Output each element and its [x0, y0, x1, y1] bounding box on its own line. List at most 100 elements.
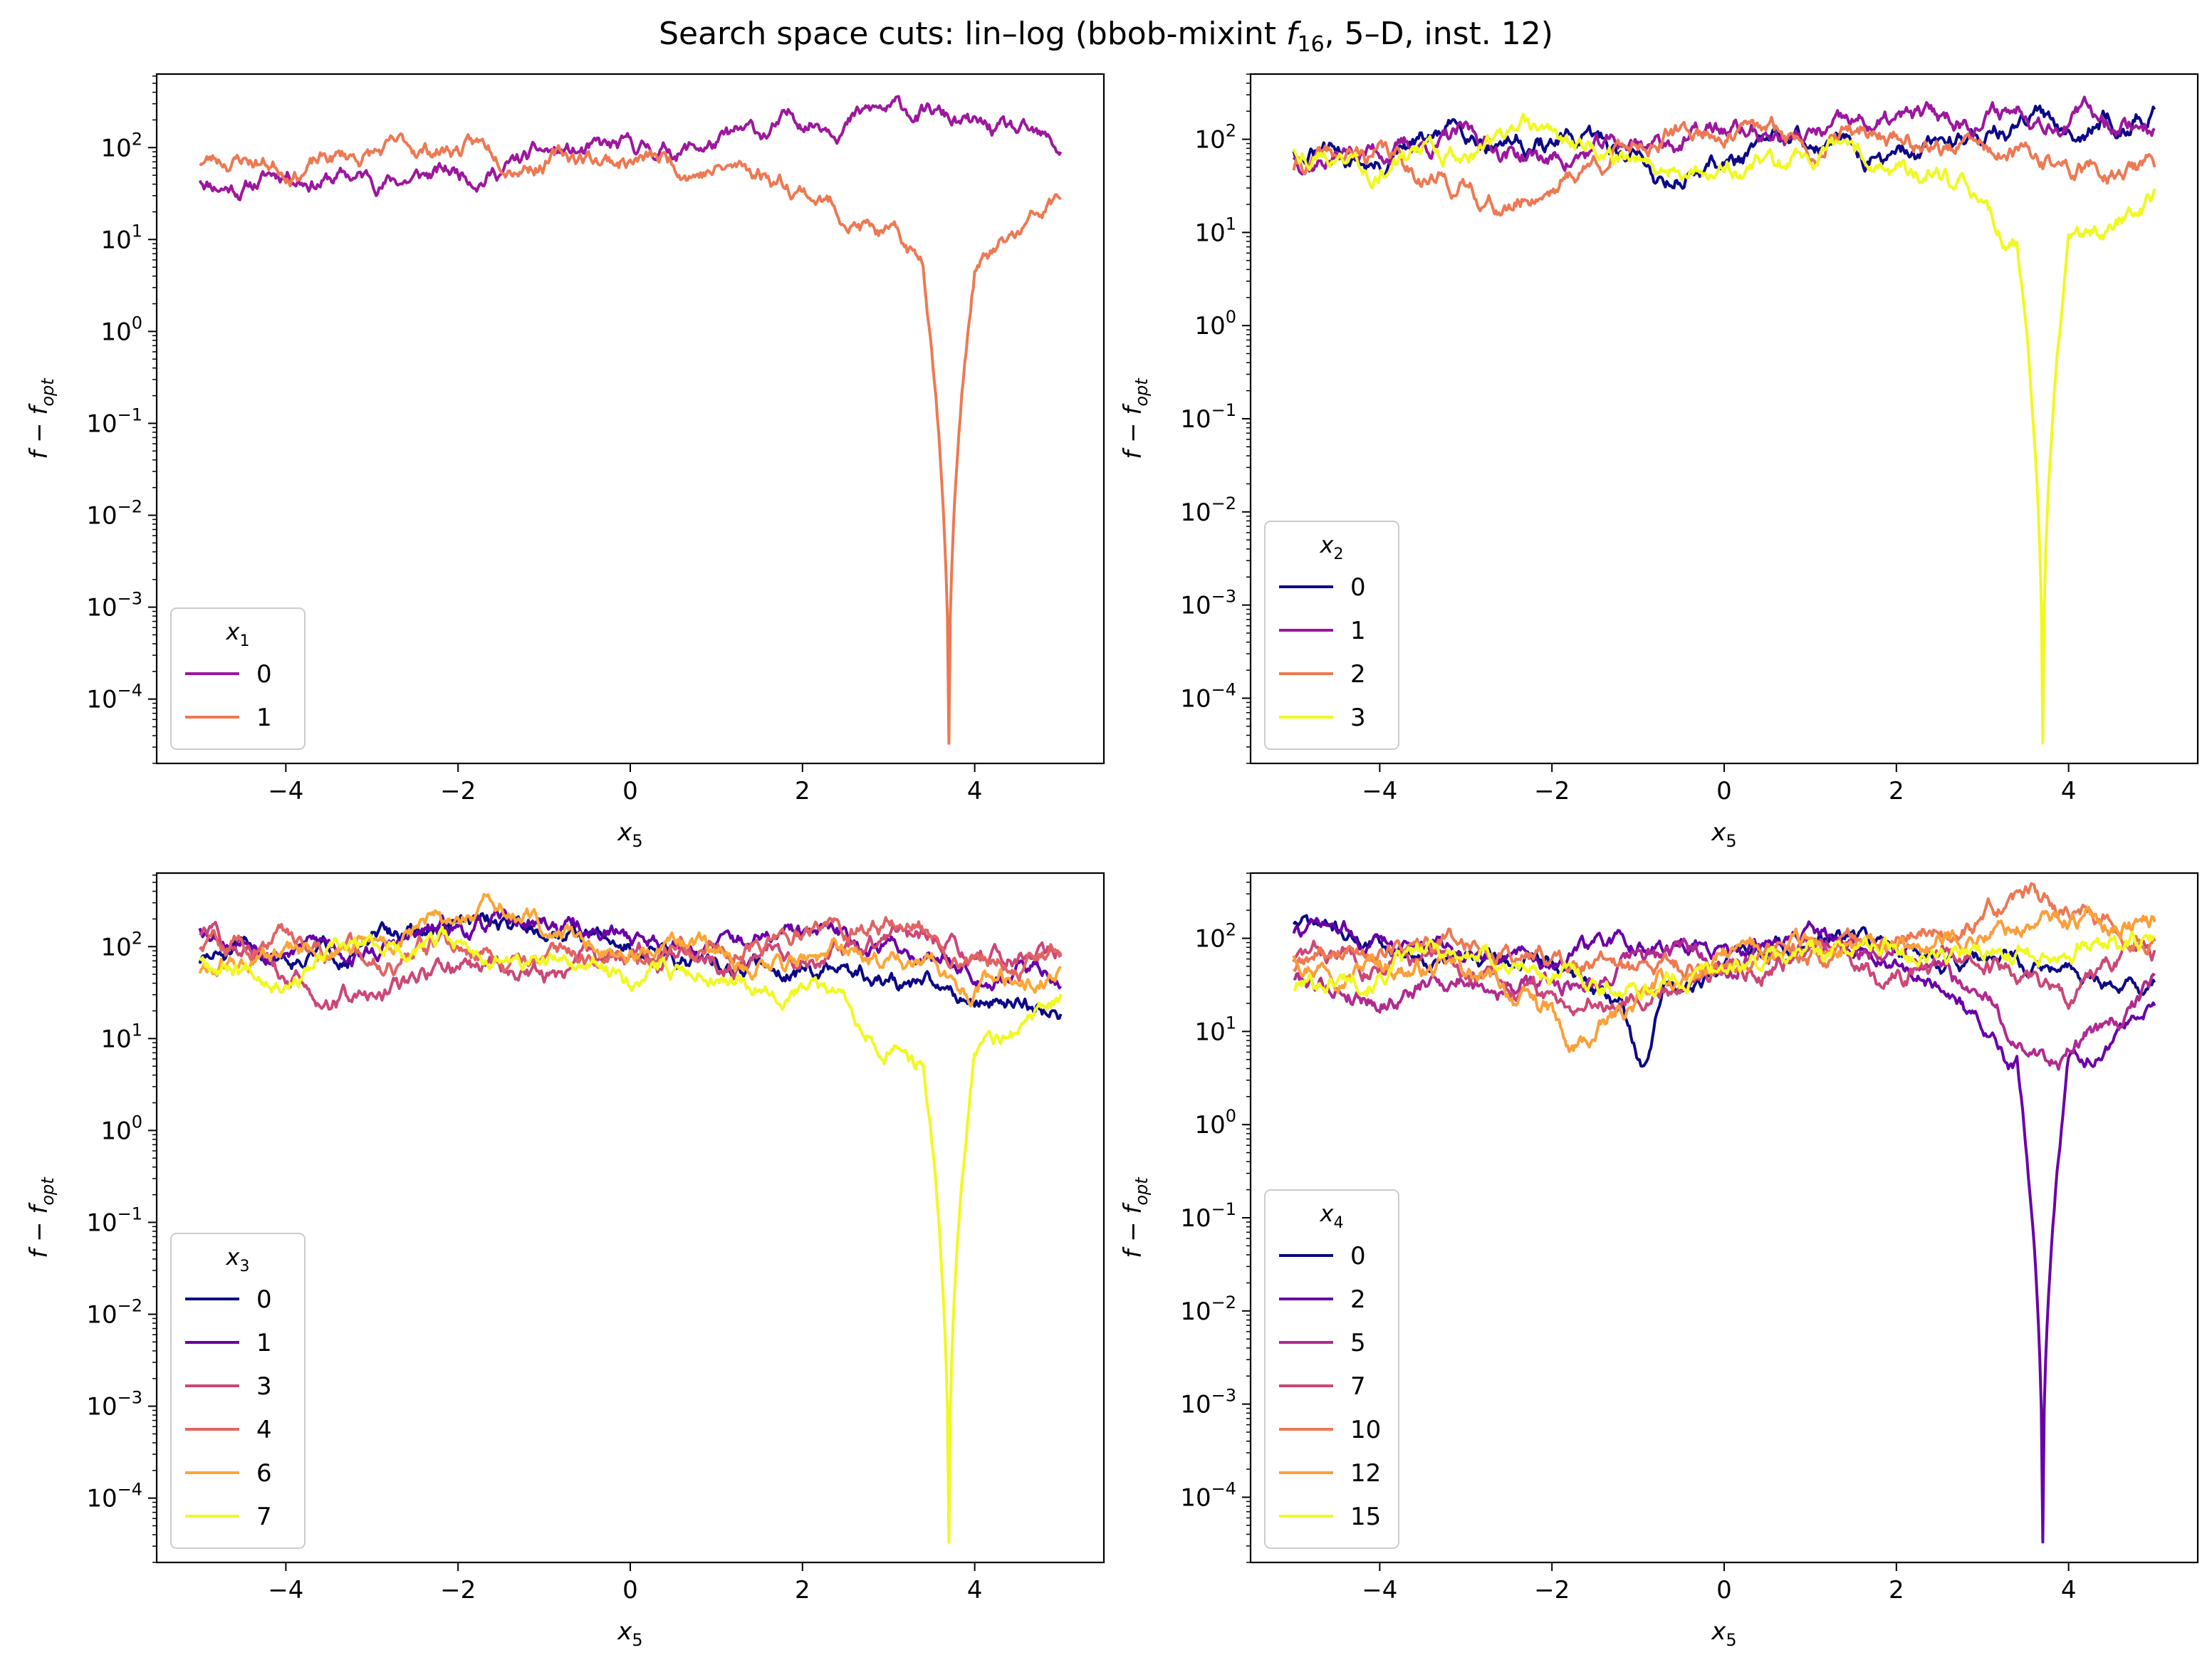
y-tick-exponent: 2: [1226, 920, 1236, 940]
y-axis-label-text: f − f: [1122, 403, 1147, 459]
y-tick-base: 10: [1180, 592, 1211, 620]
series-line-0: [198, 912, 1063, 1021]
y-tick-base: 10: [1180, 684, 1211, 713]
x-tick-label: 0: [1716, 1576, 1732, 1604]
legend-label-3: 3: [1350, 704, 1366, 732]
y-tick-label: 10−1: [86, 1204, 142, 1237]
legend-label-15: 15: [1350, 1503, 1381, 1531]
series-line-2: [1292, 115, 2156, 217]
y-tick-base: 10: [86, 686, 117, 714]
y-tick-base: 10: [1194, 312, 1225, 340]
y-tick-label: 10−4: [1180, 1478, 1236, 1512]
legend-title: x4: [1320, 1200, 1344, 1232]
series-line-15: [1293, 930, 2156, 1001]
y-tick-base: 10: [1194, 219, 1225, 247]
series-lines: [198, 893, 1063, 1544]
y-tick-label: 100: [1194, 1106, 1236, 1139]
y-tick-base: 10: [1194, 1111, 1225, 1139]
y-axis-label: f − fopt: [1122, 377, 1152, 459]
y-tick-label: 101: [1194, 214, 1236, 247]
y-tick-label: 10−2: [86, 497, 142, 531]
y-tick-label: 100: [1194, 307, 1236, 340]
y-tick-label: 102: [1194, 121, 1236, 155]
y-tick-exponent: −4: [1211, 1478, 1236, 1498]
y-tick-exponent: 2: [132, 129, 142, 149]
y-tick-label: 10−3: [86, 1388, 142, 1421]
y-tick-exponent: −2: [1211, 1293, 1236, 1312]
legend-label-0: 0: [1350, 573, 1366, 602]
y-tick-exponent: −3: [118, 1388, 142, 1408]
y-tick-base: 10: [86, 1301, 117, 1330]
legend-title-symbol: x: [1320, 1200, 1335, 1227]
y-axis-label-text: f − f: [28, 1202, 53, 1258]
y-tick-exponent: 2: [132, 928, 142, 948]
legend-title-symbol: x: [226, 618, 241, 645]
legend: x40 2 5 7 10 12 15: [1264, 1189, 1399, 1549]
y-tick-label: 100: [100, 1112, 142, 1145]
title-suffix: , 5–D, inst. 12): [1324, 16, 1553, 52]
legend-title: x3: [226, 1243, 250, 1275]
y-tick-label: 10−4: [1180, 679, 1236, 713]
y-tick-exponent: −4: [1211, 679, 1236, 699]
series-line-1: [199, 132, 1062, 745]
y-tick-label: 10−1: [86, 404, 142, 438]
legend-label-2: 2: [1350, 660, 1366, 689]
legend-label-12: 12: [1350, 1459, 1381, 1488]
series-lines: [1292, 95, 2156, 745]
title-function: f: [1285, 16, 1298, 52]
y-tick-base: 10: [100, 1117, 131, 1145]
y-tick-exponent: 0: [132, 313, 142, 333]
x-tick-label: −2: [440, 1576, 476, 1604]
y-tick-label: 100: [100, 313, 142, 346]
series-lines: [198, 95, 1063, 745]
y-tick-label: 102: [100, 928, 142, 961]
series-line-10: [1293, 882, 2156, 981]
x-tick-label: −2: [1534, 1576, 1570, 1604]
legend-title-symbol: x: [1320, 531, 1335, 558]
y-tick-label: 10−1: [1180, 400, 1236, 434]
x-tick-label: 2: [1889, 777, 1904, 805]
y-tick-exponent: −3: [1211, 1386, 1236, 1406]
x-tick-label: −4: [1362, 1576, 1397, 1604]
y-tick-base: 10: [1180, 1391, 1211, 1419]
legend-box: [1264, 1189, 1399, 1549]
y-tick-exponent: −1: [118, 404, 142, 424]
x-axis-label: x5: [1711, 818, 1736, 851]
y-tick-base: 10: [100, 318, 131, 346]
y-axis-label-sub: opt: [1132, 377, 1152, 407]
legend-label-1: 1: [1350, 617, 1366, 645]
y-axis-label: f − fopt: [28, 377, 58, 459]
figure-title: Search space cuts: lin–log (bbob-mixint …: [0, 16, 2212, 57]
y-tick-exponent: 1: [1226, 214, 1236, 234]
y-tick-base: 10: [86, 1393, 117, 1421]
y-tick-label: 10−4: [86, 681, 142, 714]
y-tick-exponent: 1: [1226, 1013, 1236, 1033]
y-tick-base: 10: [1194, 1018, 1225, 1046]
y-tick-label: 10−2: [1180, 1293, 1236, 1326]
series-lines: [1292, 882, 2156, 1544]
x-tick-label: 4: [967, 1576, 983, 1604]
y-tick-base: 10: [1194, 126, 1225, 155]
legend-title-sub: 1: [239, 632, 249, 650]
y-tick-label: 10−3: [1180, 587, 1236, 620]
y-axis-label-text: f − f: [28, 403, 53, 459]
series-line-7: [198, 925, 1063, 1544]
x-tick-label: 0: [622, 1576, 638, 1604]
x-tick-label: −4: [1362, 777, 1397, 805]
x-axis-label-sub: 5: [632, 1630, 642, 1650]
y-tick-exponent: −3: [118, 589, 142, 609]
x-tick-label: 0: [1716, 777, 1732, 805]
series-line-3: [1292, 113, 2156, 745]
y-tick-base: 10: [86, 409, 117, 438]
y-axis-label-text: f − f: [1122, 1202, 1147, 1258]
y-tick-exponent: −1: [1211, 1199, 1236, 1219]
y-tick-base: 10: [86, 594, 117, 622]
series-line-0: [1292, 104, 2156, 190]
y-tick-exponent: −4: [118, 1480, 142, 1500]
x-axis-label: x5: [617, 1617, 642, 1650]
legend-label-6: 6: [256, 1459, 272, 1488]
y-tick-exponent: −1: [1211, 400, 1236, 420]
y-tick-exponent: 1: [132, 221, 142, 241]
